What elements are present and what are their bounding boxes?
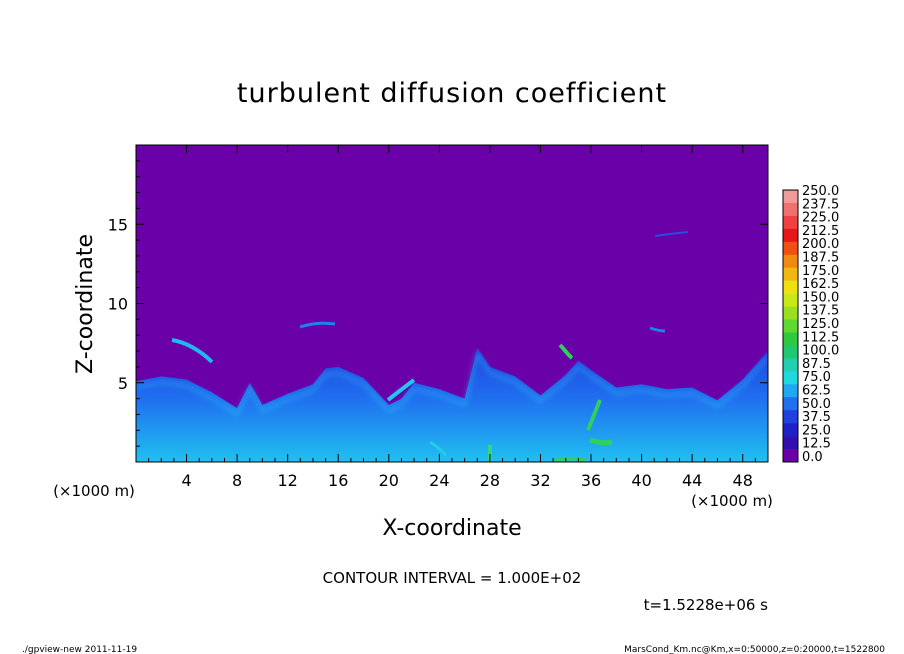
x-tick-label: 40 xyxy=(631,471,651,490)
colorbar-swatch xyxy=(783,190,798,204)
footer-right: MarsCond_Km.nc@Km,x=0:50000,z=0:20000,t=… xyxy=(624,645,885,654)
colorbar-label: 137.5 xyxy=(802,304,839,319)
colorbar-label: 100.0 xyxy=(802,344,839,359)
colorbar-frame xyxy=(782,189,799,463)
colorbar-label: 0.0 xyxy=(802,450,823,465)
colorbar-swatch xyxy=(783,436,798,450)
filament xyxy=(429,440,448,457)
footer-left: ./gpview-new 2011-11-19 xyxy=(22,645,137,654)
colorbar-swatch xyxy=(783,345,798,359)
colorbar-label: 12.5 xyxy=(802,437,831,452)
colorbar-swatch xyxy=(783,397,798,411)
filament xyxy=(558,343,574,360)
filament xyxy=(654,231,689,237)
x-tick-label: 8 xyxy=(232,471,242,490)
y-axis-unit: (×1000 m) xyxy=(53,482,135,500)
filament xyxy=(299,321,336,329)
colorbar-swatch xyxy=(783,241,798,256)
colorbar-swatch xyxy=(783,228,798,243)
colorbar-label: 200.0 xyxy=(802,237,839,252)
x-axis-unit: (×1000 m) xyxy=(691,492,773,510)
colorbar: 250.0237.5225.0212.5200.0187.5175.0162.5… xyxy=(782,184,839,465)
colorbar-label: 237.5 xyxy=(802,197,839,212)
x-tick-label: 24 xyxy=(429,471,449,490)
x-axis-label: X-coordinate xyxy=(382,516,521,541)
colorbar-label: 125.0 xyxy=(802,317,839,332)
filament xyxy=(386,378,416,402)
y-tick-label: 10 xyxy=(108,295,128,314)
colorbar-label: 212.5 xyxy=(802,224,839,239)
colorbar-swatch xyxy=(783,371,798,385)
turbulent-layer-highlights xyxy=(136,351,768,416)
colorbar-label: 162.5 xyxy=(802,277,839,292)
colorbar-label: 37.5 xyxy=(802,410,831,425)
y-axis-label: Z-coordinate xyxy=(73,234,98,374)
x-tick-label: 48 xyxy=(733,471,753,490)
colorbar-swatch xyxy=(783,358,798,372)
colorbar-swatch xyxy=(783,384,798,398)
x-tick-label: 36 xyxy=(581,471,601,490)
colorbar-swatch xyxy=(783,267,798,281)
colorbar-label: 87.5 xyxy=(802,357,831,372)
x-tick-label: 44 xyxy=(682,471,702,490)
colorbar-label: 175.0 xyxy=(802,264,839,279)
colorbar-swatch xyxy=(783,449,798,463)
colorbar-label: 25.0 xyxy=(802,423,831,438)
colorbar-swatch xyxy=(783,410,798,424)
chart-title: turbulent diffusion coefficient xyxy=(237,78,667,109)
colorbar-label: 50.0 xyxy=(802,397,831,412)
colorbar-swatch xyxy=(783,293,798,307)
x-tick-label: 4 xyxy=(181,471,191,490)
colorbar-label: 112.5 xyxy=(802,330,839,345)
filament xyxy=(554,457,586,462)
time-label: t=1.5228e+06 s xyxy=(644,596,769,614)
y-axis: 5 10 15 xyxy=(108,160,768,447)
colorbar-label: 75.0 xyxy=(802,370,831,385)
colorbar-label: 187.5 xyxy=(802,251,839,266)
colorbar-swatch xyxy=(783,254,798,269)
colorbar-swatch xyxy=(783,280,798,294)
colorbar-swatch xyxy=(783,423,798,437)
y-tick-label: 15 xyxy=(108,215,128,234)
colorbar-swatch xyxy=(783,202,798,217)
filament xyxy=(649,326,666,333)
x-axis: 4 8 12 16 20 24 28 32 36 40 44 48 xyxy=(148,145,756,490)
colorbar-swatch xyxy=(783,319,798,333)
turbulent-layer xyxy=(136,347,768,462)
colorbar-label: 150.0 xyxy=(802,290,839,305)
plot-area xyxy=(135,144,769,463)
filament xyxy=(586,399,602,431)
turbulent-filaments xyxy=(171,231,689,462)
colorbar-label: 250.0 xyxy=(802,184,839,199)
filament xyxy=(589,437,613,446)
colorbar-swatch xyxy=(783,215,798,230)
x-tick-label: 16 xyxy=(328,471,348,490)
colorbar-swatch xyxy=(783,332,798,346)
x-tick-label: 12 xyxy=(278,471,298,490)
x-tick-label: 28 xyxy=(480,471,500,490)
x-tick-label: 32 xyxy=(530,471,550,490)
contour-interval: CONTOUR INTERVAL = 1.000E+02 xyxy=(323,569,582,587)
y-tick-label: 5 xyxy=(118,374,128,393)
colorbar-swatch xyxy=(783,306,798,320)
colorbar-label: 225.0 xyxy=(802,211,839,226)
colorbar-label: 62.5 xyxy=(802,384,831,399)
filament xyxy=(171,338,214,364)
x-tick-label: 20 xyxy=(379,471,399,490)
